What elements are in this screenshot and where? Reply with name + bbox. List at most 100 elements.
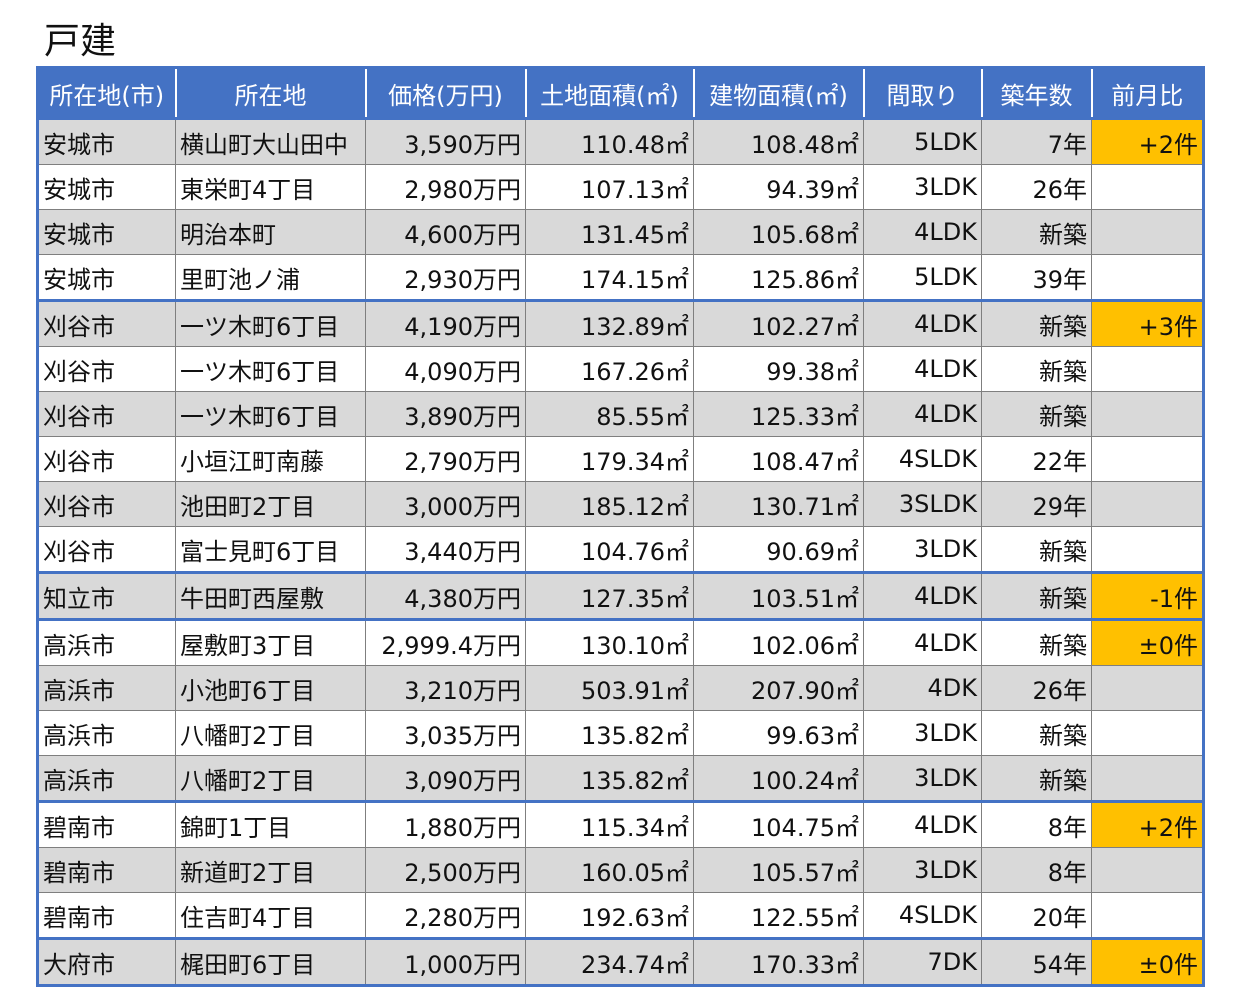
cell-building-area: 105.68㎡ [693, 209, 864, 255]
cell-town: 池田町2丁目 [175, 481, 366, 527]
cell-change [1091, 847, 1204, 893]
cell-town: 新道町2丁目 [175, 847, 366, 893]
cell-land-area: 167.26㎡ [525, 346, 694, 392]
table-row: 安城市 明治本町 4,600万円 131.45㎡ 105.68㎡ 4LDK 新築 [37, 209, 1204, 255]
cell-land-area: 185.12㎡ [525, 481, 694, 527]
table-row: 知立市 牛田町西屋敷 4,380万円 127.35㎡ 103.51㎡ 4LDK 新築 -1件 [37, 571, 1204, 620]
cell-price: 2,500万円 [365, 847, 526, 893]
cell-land-area: 110.48㎡ [525, 117, 694, 165]
cell-price: 3,890万円 [365, 391, 526, 437]
table-row: 高浜市 八幡町2丁目 3,035万円 135.82㎡ 99.63㎡ 3LDK 新築 [37, 710, 1204, 756]
cell-layout: 4SLDK [863, 892, 982, 939]
cell-change: +2件 [1091, 117, 1204, 165]
cell-town: 小池町6丁目 [175, 665, 366, 711]
cell-price: 3,590万円 [365, 117, 526, 165]
cell-change [1091, 892, 1204, 939]
cell-building-area: 102.06㎡ [693, 618, 864, 666]
cell-town: 牛田町西屋敷 [175, 571, 366, 620]
cell-town: 横山町大山田中 [175, 117, 366, 165]
cell-layout: 7DK [863, 937, 982, 986]
cell-change: -1件 [1091, 571, 1204, 620]
cell-change [1091, 436, 1204, 482]
table-row: 刈谷市 池田町2丁目 3,000万円 185.12㎡ 130.71㎡ 3SLDK 29年 [37, 481, 1204, 527]
cell-change [1091, 710, 1204, 756]
col-header-layout: 間取り [862, 67, 982, 119]
cell-price: 3,210万円 [365, 665, 526, 711]
cell-town: 錦町1丁目 [175, 800, 366, 848]
cell-age: 26年 [981, 665, 1092, 711]
cell-building-area: 102.27㎡ [693, 299, 864, 347]
cell-layout: 4LDK [863, 346, 982, 392]
cell-town: 里町池ノ浦 [175, 254, 366, 301]
cell-town: 富士見町6丁目 [175, 526, 366, 573]
cell-age: 8年 [981, 800, 1092, 848]
cell-age: 新築 [981, 346, 1092, 392]
cell-age: 8年 [981, 847, 1092, 893]
cell-age: 新築 [981, 571, 1092, 620]
cell-change [1091, 346, 1204, 392]
cell-layout: 3LDK [863, 847, 982, 893]
cell-city: 刈谷市 [37, 299, 176, 347]
cell-building-area: 170.33㎡ [693, 937, 864, 986]
cell-building-area: 130.71㎡ [693, 481, 864, 527]
cell-land-area: 179.34㎡ [525, 436, 694, 482]
cell-price: 2,280万円 [365, 892, 526, 939]
table-row: 碧南市 住吉町4丁目 2,280万円 192.63㎡ 122.55㎡ 4SLDK 20年 [37, 892, 1204, 939]
cell-change: +3件 [1091, 299, 1204, 347]
cell-price: 4,380万円 [365, 571, 526, 620]
cell-layout: 4SLDK [863, 436, 982, 482]
col-header-change: 前月比 [1090, 67, 1204, 119]
cell-price: 3,090万円 [365, 755, 526, 802]
cell-change: ±0件 [1091, 618, 1204, 666]
cell-city: 刈谷市 [37, 481, 176, 527]
cell-price: 2,999.4万円 [365, 618, 526, 666]
cell-land-area: 107.13㎡ [525, 164, 694, 210]
cell-land-area: 135.82㎡ [525, 710, 694, 756]
cell-age: 20年 [981, 892, 1092, 939]
cell-building-area: 105.57㎡ [693, 847, 864, 893]
cell-change: ±0件 [1091, 937, 1204, 986]
table-row: 刈谷市 一ツ木町6丁目 4,090万円 167.26㎡ 99.38㎡ 4LDK 新築 [37, 346, 1204, 392]
cell-land-area: 192.63㎡ [525, 892, 694, 939]
cell-land-area: 132.89㎡ [525, 299, 694, 347]
cell-layout: 3LDK [863, 710, 982, 756]
cell-land-area: 115.34㎡ [525, 800, 694, 848]
col-header-town: 所在地 [174, 67, 366, 119]
cell-age: 29年 [981, 481, 1092, 527]
cell-building-area: 94.39㎡ [693, 164, 864, 210]
cell-city: 高浜市 [37, 755, 176, 802]
cell-building-area: 104.75㎡ [693, 800, 864, 848]
cell-price: 3,035万円 [365, 710, 526, 756]
cell-city: 刈谷市 [37, 391, 176, 437]
cell-price: 4,190万円 [365, 299, 526, 347]
header-row: 所在地(市) 所在地 価格(万円) 土地面積(㎡) 建物面積(㎡) 間取り 築年… [37, 67, 1204, 119]
table-row: 安城市 東栄町4丁目 2,980万円 107.13㎡ 94.39㎡ 3LDK 26年 [37, 164, 1204, 210]
table-row: 高浜市 小池町6丁目 3,210万円 503.91㎡ 207.90㎡ 4DK 26年 [37, 665, 1204, 711]
cell-layout: 4LDK [863, 800, 982, 848]
table-row: 大府市 梶田町6丁目 1,000万円 234.74㎡ 170.33㎡ 7DK 54年 ±0件 [37, 937, 1204, 986]
cell-city: 大府市 [37, 937, 176, 986]
cell-price: 2,980万円 [365, 164, 526, 210]
cell-age: 新築 [981, 710, 1092, 756]
table-row: 安城市 里町池ノ浦 2,930万円 174.15㎡ 125.86㎡ 5LDK 39年 [37, 254, 1204, 301]
cell-land-area: 234.74㎡ [525, 937, 694, 986]
cell-city: 高浜市 [37, 665, 176, 711]
cell-layout: 5LDK [863, 254, 982, 301]
cell-layout: 3LDK [863, 164, 982, 210]
cell-age: 新築 [981, 526, 1092, 573]
cell-building-area: 108.48㎡ [693, 117, 864, 165]
cell-city: 安城市 [37, 209, 176, 255]
cell-land-area: 104.76㎡ [525, 526, 694, 573]
cell-building-area: 125.33㎡ [693, 391, 864, 437]
cell-city: 安城市 [37, 117, 176, 165]
cell-town: 一ツ木町6丁目 [175, 299, 366, 347]
cell-layout: 4LDK [863, 391, 982, 437]
cell-building-area: 125.86㎡ [693, 254, 864, 301]
cell-building-area: 100.24㎡ [693, 755, 864, 802]
cell-age: 新築 [981, 299, 1092, 347]
cell-city: 高浜市 [37, 710, 176, 756]
page-title: 戸建 [44, 21, 117, 62]
cell-age: 7年 [981, 117, 1092, 165]
cell-change [1091, 755, 1204, 802]
cell-layout: 4DK [863, 665, 982, 711]
